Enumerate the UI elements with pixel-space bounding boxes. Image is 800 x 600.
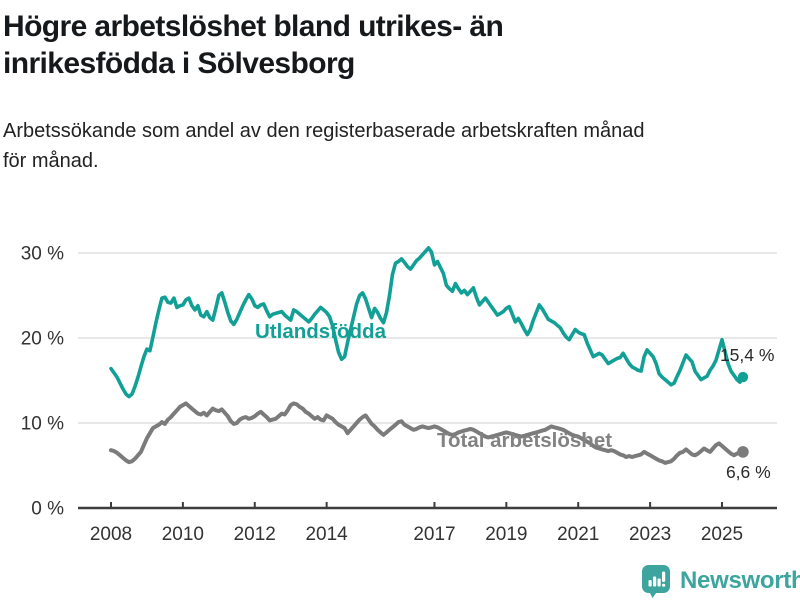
series-label-utlandsfodda: Utlandsfödda: [255, 320, 387, 343]
x-tick-label: 2025: [701, 524, 743, 545]
end-value-label: 15,4 %: [720, 345, 774, 365]
x-tick-label: 2008: [90, 524, 132, 545]
chart-title: Högre arbetslöshet bland utrikes- än inr…: [3, 8, 683, 82]
chart-subtitle-line1: Arbetssökande som andel av den registerb…: [3, 120, 645, 142]
chart-title-line1: Högre arbetslöshet bland utrikes- än: [3, 10, 504, 43]
chart-subtitle-line2: för månad.: [3, 150, 99, 172]
y-tick-label: 10 %: [21, 414, 64, 435]
x-tick-label: 2012: [234, 524, 276, 545]
x-tick-label: 2019: [485, 524, 527, 545]
newsworthy-logo[interactable]: Newsworthy: [641, 563, 800, 599]
x-tick-label: 2010: [162, 524, 204, 545]
series-line-total: [109, 401, 745, 465]
x-tick-label: 2017: [413, 524, 455, 545]
y-tick-label: 20 %: [21, 329, 64, 350]
x-tick-label: 2014: [305, 524, 348, 545]
series-end-dot-total: [737, 446, 749, 458]
y-tick-label: 0 %: [31, 499, 64, 520]
series-line-utlandsfodda: [109, 246, 745, 399]
newsworthy-wordmark: Newsworthy: [680, 567, 800, 594]
chart-subtitle: Arbetssökande som andel av den registerb…: [3, 116, 793, 176]
series-label-total: Total arbetslöshet: [437, 429, 612, 452]
end-value-label: 6,6 %: [726, 462, 771, 482]
newsworthy-icon: [642, 565, 670, 598]
chart-title-line2: inrikesfödda i Sölvesborg: [3, 47, 355, 80]
x-tick-label: 2021: [557, 524, 599, 545]
y-tick-label: 30 %: [21, 244, 64, 265]
x-tick-label: 2023: [629, 524, 671, 545]
series-end-dot-utlandsfodda: [737, 371, 749, 383]
